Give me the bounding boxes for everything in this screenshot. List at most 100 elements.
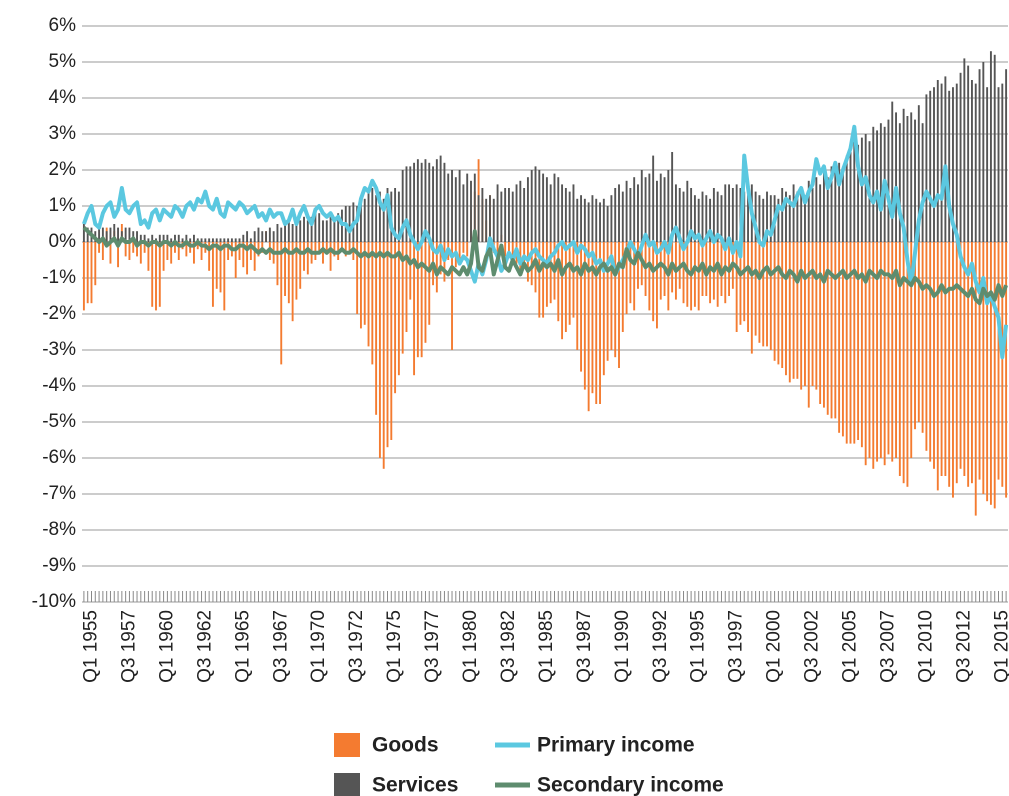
bar bbox=[435, 159, 438, 242]
bar bbox=[397, 191, 400, 242]
bar bbox=[845, 242, 848, 444]
bar bbox=[743, 191, 746, 242]
bar bbox=[739, 242, 742, 325]
bar bbox=[944, 242, 947, 476]
bar bbox=[253, 231, 256, 242]
bar bbox=[591, 242, 594, 394]
bar bbox=[940, 83, 943, 242]
bar bbox=[223, 242, 226, 311]
bar bbox=[712, 188, 715, 242]
bar bbox=[952, 87, 954, 242]
bar bbox=[162, 234, 165, 242]
bar bbox=[208, 242, 211, 271]
bar bbox=[974, 83, 977, 242]
bar bbox=[693, 195, 696, 242]
bar bbox=[599, 202, 601, 242]
bar bbox=[242, 234, 245, 242]
bar bbox=[215, 238, 218, 242]
bar bbox=[473, 173, 476, 242]
bar bbox=[822, 242, 825, 408]
y-tick-label: 3% bbox=[49, 123, 77, 144]
bar bbox=[234, 238, 237, 242]
bar bbox=[549, 242, 552, 304]
bar bbox=[1005, 242, 1008, 498]
bar bbox=[477, 195, 480, 242]
legend-swatch bbox=[334, 773, 360, 796]
x-tick-label: Q3 1987 bbox=[574, 610, 595, 683]
bar bbox=[363, 242, 366, 325]
bar bbox=[413, 242, 416, 376]
bar bbox=[940, 242, 943, 476]
bar bbox=[166, 234, 169, 242]
bar bbox=[382, 242, 385, 469]
x-tick-label: Q3 1962 bbox=[194, 610, 215, 683]
bar bbox=[496, 242, 499, 260]
bar bbox=[948, 90, 951, 242]
bar bbox=[170, 242, 173, 264]
bar bbox=[986, 242, 989, 502]
bar bbox=[223, 238, 226, 242]
bar bbox=[591, 195, 594, 242]
bar bbox=[917, 242, 920, 422]
bar bbox=[101, 242, 104, 260]
bar bbox=[674, 184, 677, 242]
y-tick-label: 6% bbox=[49, 15, 77, 36]
bar bbox=[963, 58, 966, 243]
bar bbox=[576, 198, 579, 242]
bar bbox=[496, 184, 499, 242]
x-tick-label: Q1 2015 bbox=[991, 610, 1009, 683]
bar bbox=[284, 224, 286, 242]
bar bbox=[318, 213, 321, 242]
bar bbox=[667, 170, 670, 242]
line bbox=[82, 124, 1009, 360]
bar bbox=[424, 242, 427, 343]
bar bbox=[860, 137, 863, 242]
bar bbox=[284, 242, 286, 296]
bar bbox=[914, 119, 916, 242]
bar bbox=[690, 188, 693, 242]
bar bbox=[933, 87, 935, 242]
bar bbox=[189, 238, 192, 242]
bar bbox=[853, 242, 856, 444]
y-tick-label: 0% bbox=[49, 231, 77, 252]
bar bbox=[997, 242, 1000, 480]
bar bbox=[948, 242, 951, 487]
bar bbox=[970, 80, 973, 242]
bar bbox=[174, 234, 176, 242]
y-tick-label: -5% bbox=[42, 411, 76, 432]
bar bbox=[621, 242, 624, 332]
bar bbox=[731, 188, 734, 242]
bar bbox=[970, 242, 973, 484]
bar bbox=[754, 242, 757, 336]
bar bbox=[242, 242, 245, 268]
bar bbox=[458, 170, 461, 242]
bar bbox=[143, 242, 146, 253]
bar bbox=[200, 242, 203, 260]
bar bbox=[534, 166, 537, 242]
bar bbox=[466, 173, 469, 242]
bar bbox=[811, 188, 814, 242]
bar bbox=[177, 234, 180, 242]
bar bbox=[359, 242, 362, 329]
bar bbox=[929, 90, 932, 242]
bar bbox=[834, 242, 837, 419]
bar bbox=[291, 224, 294, 242]
bar bbox=[618, 242, 620, 368]
bar bbox=[614, 188, 617, 242]
bar bbox=[595, 242, 598, 404]
bar bbox=[280, 242, 283, 365]
bar bbox=[625, 242, 628, 314]
bar bbox=[743, 242, 746, 322]
bar bbox=[788, 242, 791, 383]
bar bbox=[656, 180, 658, 242]
bar bbox=[781, 188, 784, 242]
bar bbox=[177, 242, 180, 260]
x-tick-label: Q1 1980 bbox=[460, 610, 481, 683]
bar bbox=[568, 242, 571, 325]
bar bbox=[303, 216, 305, 242]
bar bbox=[936, 80, 939, 242]
bar bbox=[640, 170, 643, 242]
bar bbox=[549, 184, 552, 242]
bar bbox=[868, 242, 871, 458]
bar bbox=[864, 134, 867, 242]
